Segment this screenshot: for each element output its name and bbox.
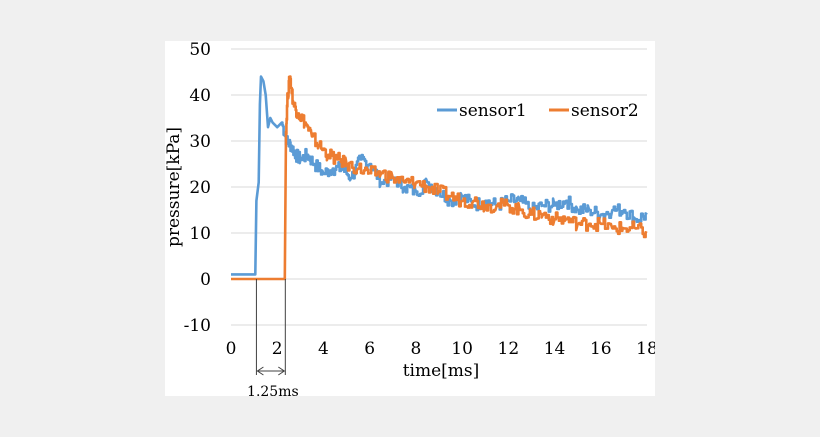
tick-labels: -10 0 10 20 30 40 50 0 2 4 6 8 10 12 14 16 18 [184, 41, 655, 359]
annotation-label: 1.25ms [247, 384, 299, 396]
y-tick-label: -10 [184, 316, 211, 336]
chart-panel: -10 0 10 20 30 40 50 0 2 4 6 8 10 12 14 16 18 1.25ms sen… [165, 41, 655, 396]
y-tick-label: 40 [189, 86, 211, 106]
y-tick-label: 20 [189, 178, 211, 198]
annotation-arrowhead-left [256, 366, 264, 376]
x-axis-label: time[ms] [403, 361, 480, 381]
annotation-group: 1.25ms [247, 279, 299, 396]
annotation-arrowhead-right [278, 366, 286, 376]
x-tick-label: 4 [318, 339, 329, 359]
x-tick-label: 8 [410, 339, 421, 359]
x-tick-label: 16 [590, 339, 612, 359]
series-line-sensor2 [231, 75, 648, 281]
x-tick-label: 10 [451, 339, 473, 359]
x-tick-label: 18 [636, 339, 655, 359]
y-tick-label: 10 [189, 224, 211, 244]
x-tick-label: 12 [498, 339, 520, 359]
grid-lines [231, 48, 647, 326]
x-tick-label: 0 [226, 339, 237, 359]
line-chart: -10 0 10 20 30 40 50 0 2 4 6 8 10 12 14 16 18 1.25ms sen… [165, 41, 655, 396]
x-tick-label: 2 [272, 339, 283, 359]
x-tick-label: 6 [364, 339, 375, 359]
y-tick-label: 0 [200, 270, 211, 290]
legend: sensor1 sensor2 [437, 101, 639, 121]
y-tick-label: 50 [189, 41, 211, 60]
y-tick-label: 30 [189, 132, 211, 152]
y-axis-label: pressure[kPa] [165, 127, 184, 247]
legend-label-sensor2: sensor2 [571, 101, 639, 121]
series-lines [231, 75, 648, 281]
legend-label-sensor1: sensor1 [459, 101, 527, 121]
x-tick-label: 14 [544, 339, 566, 359]
